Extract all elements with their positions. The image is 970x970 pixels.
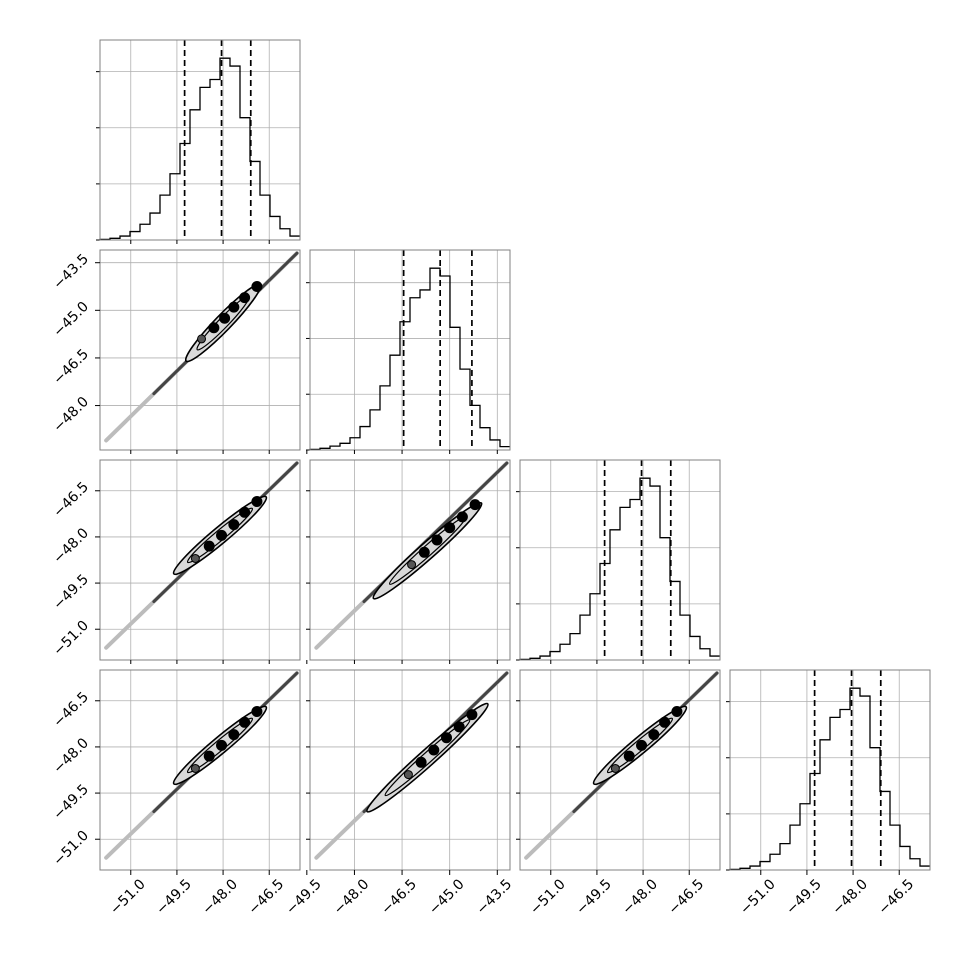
density-dot: [203, 540, 215, 552]
joint-panel-2-3: [519, 669, 721, 871]
panel-frame: [519, 669, 721, 871]
joint-content: [104, 251, 299, 443]
x-tick-label: −49.5: [153, 876, 195, 918]
density-dot: [456, 511, 468, 523]
histogram-panel-0: [96, 39, 301, 241]
histogram-panel-2: [516, 459, 721, 661]
density-dot: [228, 729, 240, 741]
joint-content: [314, 461, 509, 650]
joint-panel-0-3: [99, 669, 301, 871]
density-dot: [469, 499, 481, 511]
joint-content: [104, 461, 299, 650]
joint-panel-0-2: [99, 459, 301, 661]
panel-frame: [99, 459, 301, 661]
density-dot: [251, 496, 263, 508]
panel-frame: [519, 459, 721, 661]
density-dot: [671, 706, 683, 718]
y-tick-label: −51.0: [50, 618, 92, 660]
panel-frame: [309, 669, 511, 871]
x-tick-label: −46.5: [876, 876, 918, 918]
y-tick-label: −49.5: [50, 781, 92, 823]
density-dot: [636, 739, 648, 751]
density-dot: [407, 560, 417, 570]
y-tick-label: −46.5: [50, 346, 92, 388]
density-dot: [466, 709, 478, 721]
density-dot: [444, 522, 456, 534]
joint-content: [314, 671, 509, 860]
y-tick-label: −46.5: [50, 479, 92, 521]
density-dot: [251, 281, 263, 293]
density-dot: [453, 721, 465, 733]
histogram-step-line: [99, 57, 300, 241]
density-dot: [610, 763, 620, 773]
density-dot: [428, 744, 440, 756]
y-tick-label: −48.0: [50, 525, 92, 567]
joint-panel-1-3: [309, 669, 511, 871]
density-dot: [239, 506, 251, 518]
density-dot: [415, 756, 427, 768]
density-dot: [441, 732, 453, 744]
density-dot: [216, 529, 228, 541]
x-tick-label: −49.5: [283, 876, 325, 918]
density-dot: [190, 763, 200, 773]
panel-frame: [309, 249, 511, 451]
joint-content: [524, 671, 719, 860]
panel-frame: [99, 39, 301, 241]
panel-frame: [309, 459, 511, 661]
x-tick-label: −49.5: [573, 876, 615, 918]
density-dot: [219, 312, 231, 324]
x-tick-label: −48.0: [331, 876, 373, 918]
density-dot: [418, 546, 430, 558]
x-tick-label: −48.0: [619, 876, 661, 918]
x-tick-label: −51.0: [107, 876, 149, 918]
joint-content: [104, 671, 299, 860]
density-dot: [659, 716, 671, 728]
x-tick-label: −51.0: [737, 876, 779, 918]
histogram-step-line: [309, 267, 510, 451]
density-dot: [239, 716, 251, 728]
density-dot: [239, 292, 251, 304]
x-tick-label: −46.5: [666, 876, 708, 918]
joint-panel-1-2: [309, 459, 511, 661]
histogram-panel-1: [306, 249, 511, 451]
histogram-step-line: [519, 477, 720, 661]
density-dot: [228, 301, 240, 313]
density-dot: [197, 334, 207, 344]
density-dot: [190, 553, 200, 563]
density-dot: [431, 534, 443, 546]
y-tick-label: −51.0: [50, 828, 92, 870]
density-dot: [403, 770, 413, 780]
density-dot: [216, 739, 228, 751]
histogram-panel-3: [726, 669, 931, 871]
density-dot: [648, 729, 660, 741]
panel-frame: [99, 249, 301, 451]
panel-frame: [99, 669, 301, 871]
density-dot: [251, 706, 263, 718]
y-tick-label: −48.0: [50, 394, 92, 436]
contour-inner: [384, 719, 471, 797]
x-tick-label: −45.0: [426, 876, 468, 918]
x-tick-label: −49.5: [783, 876, 825, 918]
density-dot: [203, 750, 215, 762]
x-tick-label: −46.5: [378, 876, 420, 918]
y-tick-label: −43.5: [50, 251, 92, 293]
x-tick-label: −43.5: [474, 876, 516, 918]
density-dot: [228, 519, 240, 531]
histogram-step-line: [729, 687, 930, 871]
panel-frame: [729, 669, 931, 871]
density-dot: [623, 750, 635, 762]
y-tick-label: −49.5: [50, 571, 92, 613]
density-dot: [208, 322, 220, 334]
x-tick-label: −46.5: [246, 876, 288, 918]
y-tick-label: −45.0: [50, 299, 92, 341]
x-tick-label: −48.0: [199, 876, 241, 918]
joint-panel-0-1: [99, 249, 301, 451]
x-tick-label: −48.0: [829, 876, 871, 918]
y-tick-label: −48.0: [50, 735, 92, 777]
y-tick-label: −46.5: [50, 689, 92, 731]
x-tick-label: −51.0: [527, 876, 569, 918]
